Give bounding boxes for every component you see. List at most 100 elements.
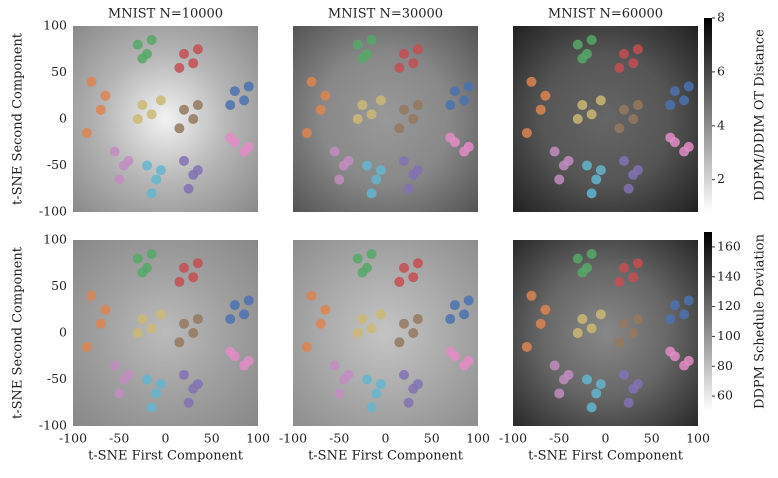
point — [669, 300, 680, 311]
point — [399, 155, 409, 166]
point — [301, 127, 312, 138]
point — [449, 300, 460, 311]
point — [399, 369, 409, 380]
point — [408, 58, 419, 69]
point — [81, 341, 92, 352]
point — [137, 314, 148, 325]
point — [614, 123, 625, 134]
point — [463, 141, 474, 152]
point — [188, 328, 199, 338]
point — [86, 76, 97, 87]
point — [463, 355, 474, 366]
point — [192, 258, 203, 269]
point — [399, 104, 409, 115]
point — [192, 379, 203, 390]
point — [628, 114, 639, 124]
heatmap-background — [293, 26, 478, 212]
point — [399, 48, 409, 59]
point — [329, 146, 340, 157]
point — [81, 127, 92, 138]
point — [109, 360, 120, 371]
point — [366, 188, 377, 199]
panel-title: MNIST N=10000 — [108, 7, 223, 22]
colorbar-tick-label: 8 — [717, 10, 725, 25]
point — [586, 109, 597, 120]
point — [572, 328, 583, 338]
point — [357, 100, 368, 111]
point — [366, 109, 377, 120]
point — [371, 174, 382, 185]
point — [243, 81, 254, 92]
point — [614, 276, 625, 287]
point — [445, 100, 456, 111]
point — [86, 290, 97, 301]
x-tick-label: -100 — [59, 431, 87, 446]
point — [632, 165, 643, 176]
point — [239, 95, 250, 106]
point — [320, 304, 331, 315]
x-axis-label: t-SNE First Component — [528, 449, 684, 464]
y-tick-label: 0 — [59, 111, 67, 126]
point — [412, 379, 423, 390]
point — [679, 95, 690, 106]
point — [665, 346, 676, 357]
point — [151, 388, 162, 399]
point — [357, 267, 368, 278]
y-tick-label: 50 — [51, 64, 67, 79]
point — [595, 95, 606, 106]
point — [100, 90, 111, 101]
point — [459, 95, 470, 106]
heatmap-background — [73, 240, 258, 426]
point — [146, 109, 157, 120]
point — [577, 314, 588, 325]
point — [100, 304, 111, 315]
colorbar-tick-label: 160 — [717, 238, 741, 253]
point — [146, 248, 157, 259]
point — [142, 374, 152, 385]
y-tick-label: -50 — [47, 371, 67, 386]
point — [683, 81, 694, 92]
point — [174, 62, 185, 73]
point — [146, 402, 157, 413]
point — [137, 53, 148, 64]
point — [155, 95, 166, 106]
point — [540, 304, 551, 315]
point — [445, 132, 456, 143]
point — [132, 253, 143, 264]
point — [632, 379, 643, 390]
point — [614, 337, 625, 348]
point — [334, 388, 345, 399]
point — [132, 114, 143, 124]
point — [146, 188, 157, 199]
point — [225, 346, 236, 357]
colorbar-label: DDPM Schedule Deviation — [753, 233, 768, 409]
point — [408, 328, 419, 338]
point — [623, 183, 634, 194]
colorbar — [704, 18, 712, 212]
point — [586, 34, 597, 45]
x-tick-label: -50 — [549, 431, 569, 446]
point — [375, 165, 386, 176]
x-tick-label: 0 — [162, 431, 170, 446]
x-tick-label: -50 — [329, 431, 349, 446]
point — [412, 165, 423, 176]
point — [375, 379, 386, 390]
point — [192, 314, 203, 325]
y-axis-label: t-SNE Second Component — [11, 246, 26, 419]
y-tick-label: 100 — [43, 18, 67, 33]
point — [412, 258, 423, 269]
point — [614, 62, 625, 73]
point — [669, 86, 680, 97]
point — [619, 318, 629, 329]
point — [683, 141, 694, 152]
point — [595, 379, 606, 390]
point — [399, 318, 409, 329]
heatmap-background — [513, 240, 698, 426]
point — [306, 76, 317, 87]
point — [243, 295, 254, 306]
point — [132, 39, 143, 50]
point — [412, 100, 423, 111]
point — [586, 402, 597, 413]
colorbar-tick-label: 2 — [717, 171, 725, 186]
